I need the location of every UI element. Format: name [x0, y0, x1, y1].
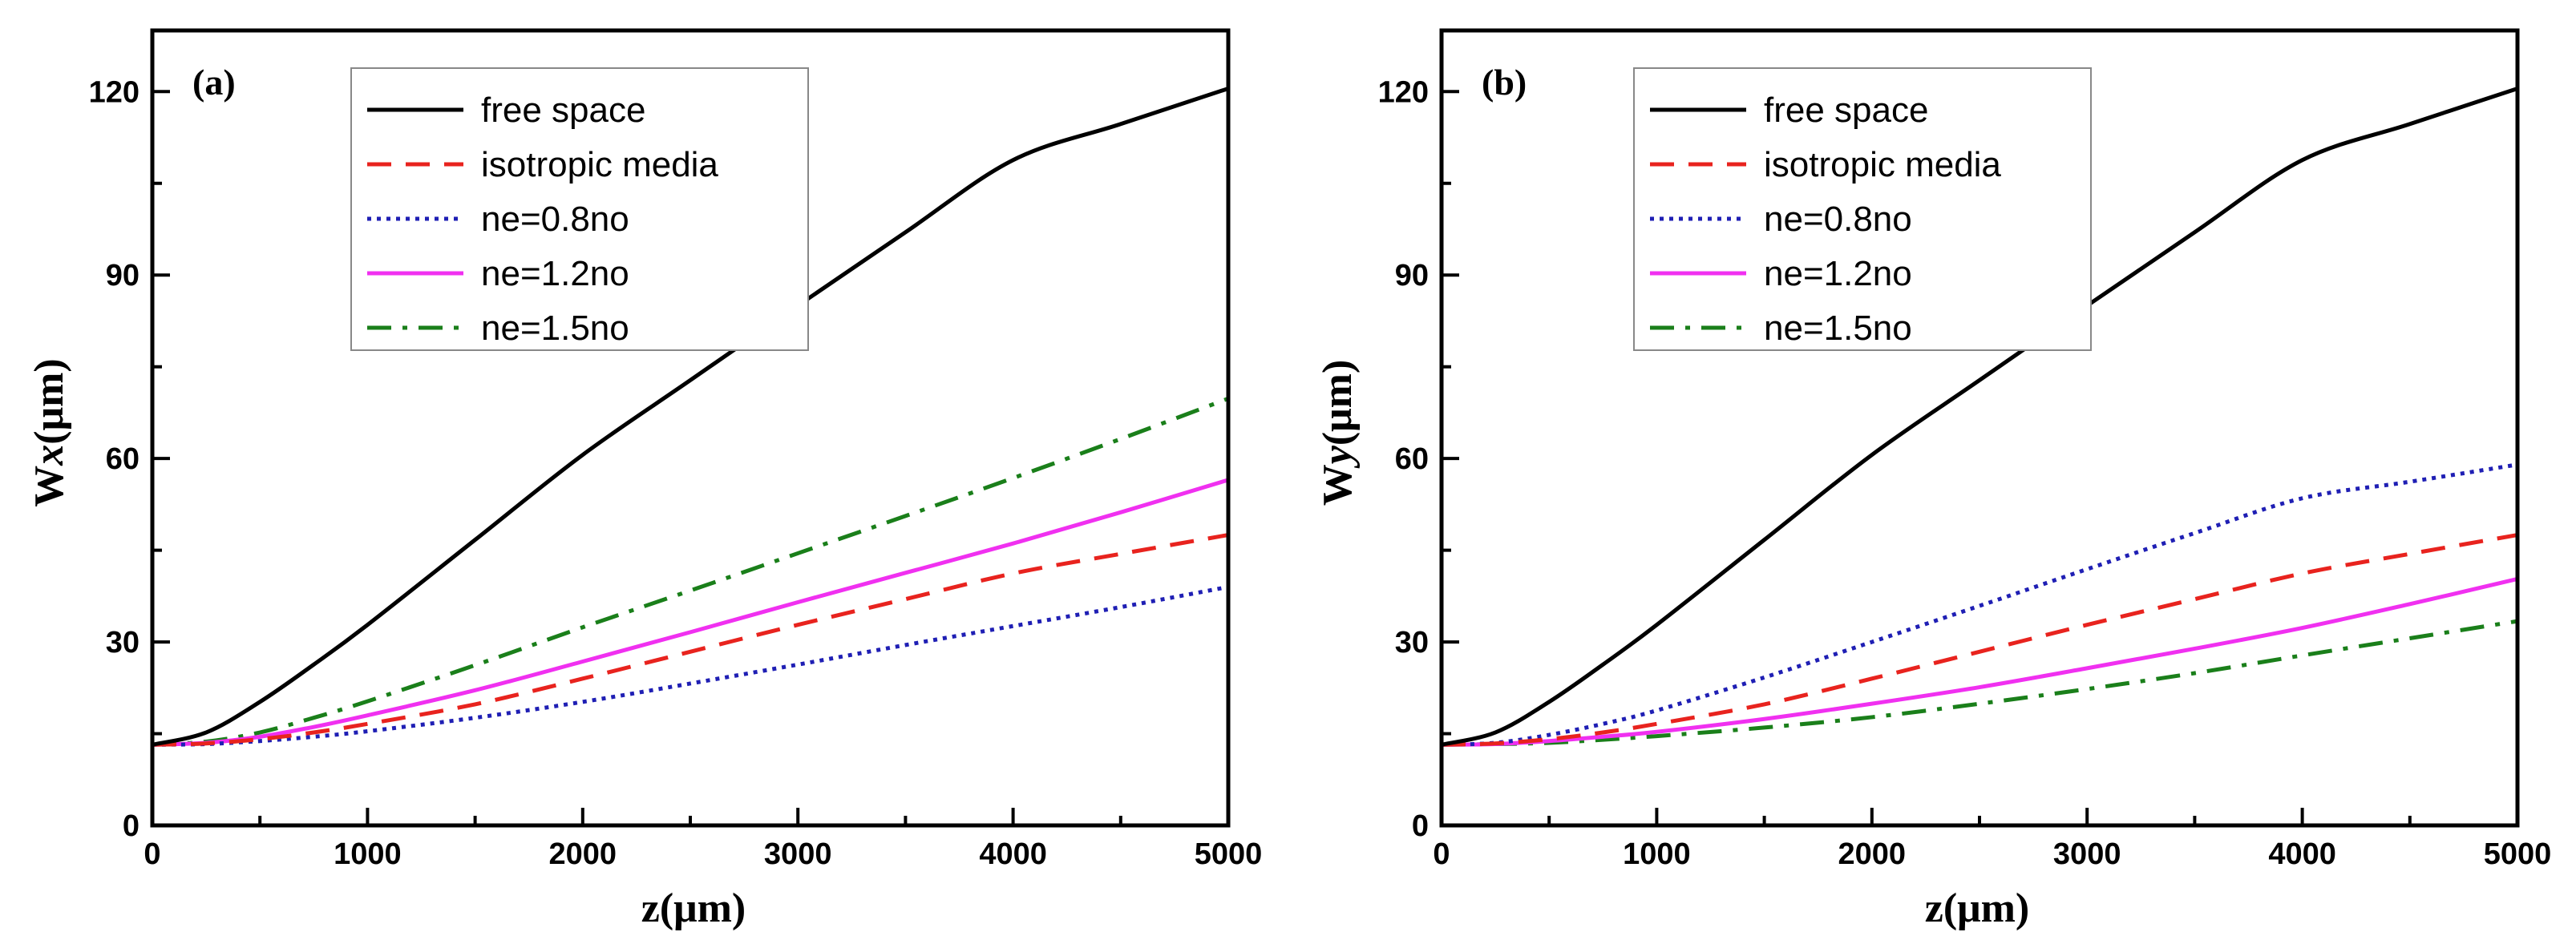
panel-b-x-tick-label: 1000 — [1623, 837, 1691, 871]
panel-b-legend-box — [1633, 67, 2092, 351]
panel-a-x-axis-title: z(μm) — [641, 886, 746, 931]
panel-b-plot-frame — [1439, 28, 2520, 828]
panel-a-series-line-ne-1-5no — [152, 397, 1229, 747]
panel-a-x-ticks — [151, 808, 1230, 825]
panel-b-series-line-free-space — [1441, 87, 2518, 747]
panel-a-legend-swatches — [367, 107, 463, 330]
panel-b-x-tick-label: 4000 — [2268, 837, 2336, 871]
panel-a-x-tick-label: 2000 — [549, 837, 617, 871]
panel-b-y-tick-label: 90 — [1395, 259, 1429, 292]
panel-a-plot-frame — [150, 28, 1231, 828]
panel-b-x-tick-label: 3000 — [2053, 837, 2121, 871]
panel-a-legend-label: ne=0.8no — [481, 200, 629, 239]
panel-a-legend-label: isotropic media — [481, 145, 718, 184]
panel-a-x-tick-label: 4000 — [979, 837, 1047, 871]
panel-a-series-line-ne-0-8no — [152, 584, 1229, 747]
panel-a-series-line-ne-1-2no — [152, 478, 1229, 747]
panel-b: (b) 0 1000 2000 3000 4000 5000 0 30 60 9… — [1315, 28, 2552, 931]
panel-b-legend: free space isotropic media ne=0.8no ne=1… — [1633, 67, 2092, 351]
panel-a-y-tick-label: 90 — [106, 259, 140, 292]
panel-b-y-tick-label: 30 — [1395, 626, 1429, 660]
panel-b-legend-label: ne=1.5no — [1764, 309, 1912, 348]
panel-a-legend: free space isotropic media ne=0.8no ne=1… — [350, 67, 809, 351]
panel-b-y-axis-title: Wy(μm) — [1315, 360, 1361, 506]
panel-b-series-line-ne-1-5no — [1441, 619, 2518, 747]
panel-a-x-tick-label: 5000 — [1195, 837, 1263, 871]
panel-a-x-tick-label: 1000 — [334, 837, 402, 871]
panel-a-series-line-isotropic-media — [152, 533, 1229, 747]
panel-b-legend-swatches — [1650, 107, 1746, 330]
panel-a-y-tick-label: 30 — [106, 626, 140, 660]
panel-a-x-tick-label: 3000 — [764, 837, 832, 871]
panel-b-series — [1441, 87, 2518, 747]
panel-a-series — [152, 87, 1229, 747]
panel-a-legend-label: ne=1.2no — [481, 254, 629, 293]
panel-b-legend-label: isotropic media — [1764, 145, 2001, 184]
panel-a-legend-label: free space — [481, 91, 645, 130]
panel-b-legend-label: ne=1.2no — [1764, 254, 1912, 293]
panel-b-series-line-ne-1-2no — [1441, 577, 2518, 747]
panel-a-y-tick-label: 120 — [89, 75, 140, 109]
panel-a-y-tick-label: 0 — [123, 809, 140, 843]
panel-b-x-axis-title: z(μm) — [1925, 886, 2030, 931]
panel-a-tag: (a) — [192, 62, 236, 103]
panel-b-series-line-isotropic-media — [1441, 533, 2518, 747]
panel-b-y-tick-label: 0 — [1412, 809, 1429, 843]
panel-a-x-tick-label: 0 — [144, 837, 160, 871]
panel-b-tag: (b) — [1482, 62, 1527, 103]
panel-b-x-tick-label: 0 — [1433, 837, 1450, 871]
panel-b-x-ticks — [1440, 808, 2519, 825]
panel-a-y-ticks — [152, 90, 170, 827]
panel-b-x-tick-label: 2000 — [1838, 837, 1907, 871]
panel-a-legend-box — [350, 67, 809, 351]
panel-b-legend-label: ne=0.8no — [1764, 200, 1912, 239]
panel-a-legend-label: ne=1.5no — [481, 309, 629, 348]
panel-b-x-tick-label: 5000 — [2484, 837, 2552, 871]
panel-b-y-tick-label: 120 — [1378, 75, 1429, 109]
panel-a-y-axis-title: Wx(μm) — [26, 358, 72, 506]
panel-b-legend-label: free space — [1764, 91, 1928, 130]
panel-a-y-tick-label: 60 — [106, 442, 140, 476]
panel-a: (a) 0 1000 2000 3000 4000 5000 0 30 60 9… — [26, 28, 1263, 931]
panel-b-y-tick-label: 60 — [1395, 442, 1429, 476]
panel-a-series-line-free-space — [152, 87, 1229, 747]
panel-b-series-line-ne-0-8no — [1441, 462, 2518, 747]
panel-b-y-ticks — [1442, 90, 1459, 827]
